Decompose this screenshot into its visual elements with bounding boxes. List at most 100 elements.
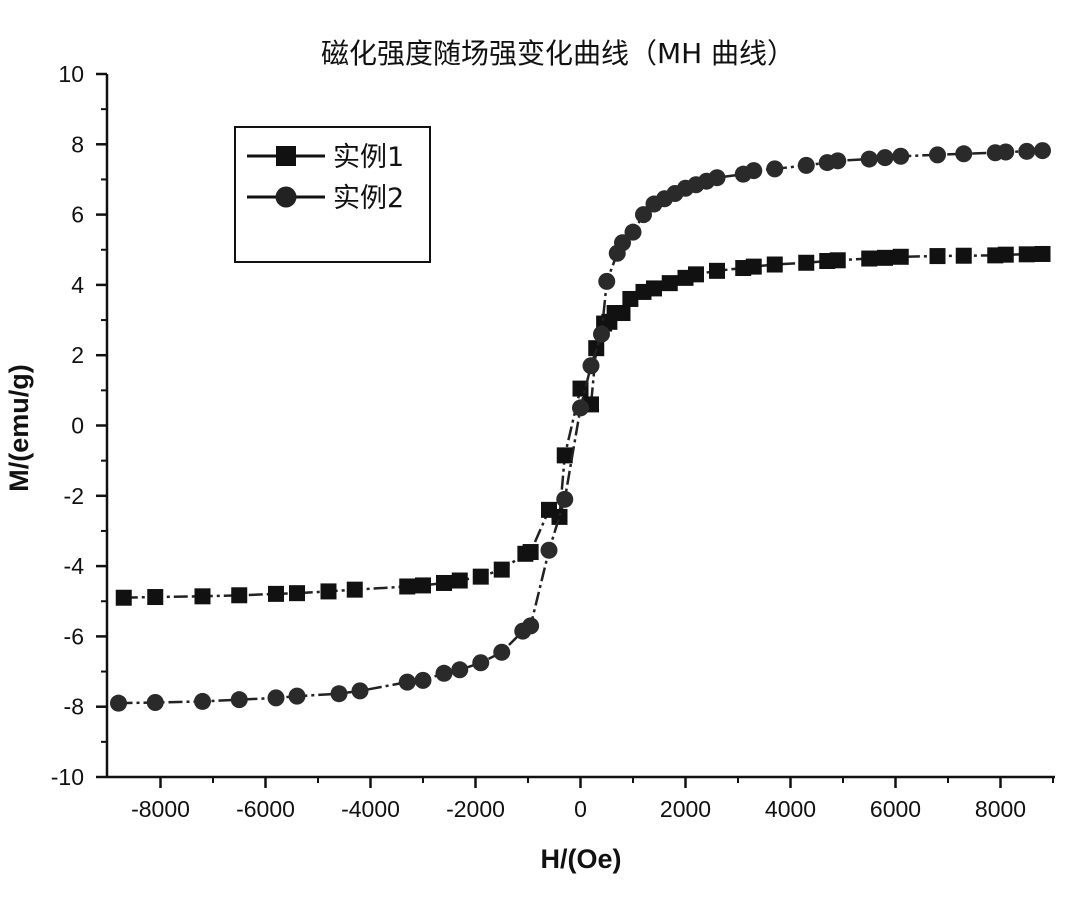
data-point-circle bbox=[1018, 142, 1036, 160]
data-point-circle bbox=[892, 147, 910, 165]
data-point-circle bbox=[146, 693, 164, 711]
data-point-circle bbox=[929, 146, 946, 164]
data-point-circle bbox=[797, 156, 815, 174]
data-point-square bbox=[646, 280, 662, 297]
data-point-circle bbox=[267, 689, 285, 707]
data-point-square bbox=[861, 250, 878, 267]
series-1-line bbox=[123, 252, 1043, 599]
data-point-circle bbox=[572, 399, 589, 417]
y-tick-label: -4 bbox=[64, 553, 85, 579]
data-point-circle bbox=[194, 692, 211, 710]
data-point-circle bbox=[598, 272, 616, 290]
data-point-circle bbox=[766, 160, 784, 178]
x-tick-label: -8000 bbox=[131, 796, 190, 822]
y-axis-label: M/(emu/g) bbox=[4, 364, 34, 492]
data-point-circle bbox=[1034, 142, 1051, 160]
data-point-square bbox=[829, 252, 846, 269]
y-tick-label: 0 bbox=[71, 413, 84, 439]
y-tick-label: -2 bbox=[64, 483, 84, 509]
data-point-square bbox=[877, 249, 893, 266]
data-point-square bbox=[231, 587, 248, 604]
data-point-square bbox=[661, 275, 678, 292]
legend: 实例1 实例2 bbox=[234, 126, 431, 263]
data-point-circle bbox=[110, 694, 127, 712]
data-point-circle bbox=[997, 143, 1015, 161]
x-tick-label: 6000 bbox=[870, 796, 921, 822]
data-point-square bbox=[955, 247, 972, 264]
x-tick-label: -6000 bbox=[236, 796, 295, 822]
data-point-circle bbox=[955, 145, 973, 163]
x-tick-label: 8000 bbox=[975, 796, 1026, 822]
data-point-square bbox=[415, 577, 431, 594]
data-point-circle bbox=[451, 661, 469, 679]
data-point-circle bbox=[414, 671, 432, 689]
data-point-square bbox=[688, 266, 704, 283]
x-tick-label: -4000 bbox=[341, 796, 400, 822]
data-point-circle bbox=[860, 150, 878, 168]
data-point-circle bbox=[829, 152, 847, 170]
data-point-circle bbox=[614, 234, 631, 252]
data-point-square bbox=[268, 585, 284, 602]
data-point-square bbox=[892, 248, 909, 265]
data-point-circle bbox=[624, 223, 642, 241]
data-point-square bbox=[551, 508, 568, 525]
x-tick-label: 2000 bbox=[660, 796, 711, 822]
data-point-circle bbox=[635, 206, 652, 224]
data-point-circle bbox=[593, 325, 610, 343]
x-tick-label: 0 bbox=[574, 796, 587, 822]
data-point-square bbox=[709, 262, 725, 279]
legend-label-series-1: 实例1 bbox=[333, 142, 404, 173]
data-point-square bbox=[1034, 245, 1051, 262]
data-point-square bbox=[929, 248, 946, 265]
data-point-square bbox=[289, 585, 305, 602]
legend-marker-series-2 bbox=[275, 186, 297, 208]
data-point-square bbox=[451, 572, 468, 589]
data-point-circle bbox=[435, 664, 453, 682]
y-axis-ticks: -10 -8 -6 -4 -2 0 2 4 6 8 10 bbox=[51, 61, 107, 790]
data-point-square bbox=[1018, 246, 1035, 263]
chart-title: 磁化强度随场强变化曲线（MH 曲线） bbox=[321, 37, 795, 70]
data-point-circle bbox=[398, 673, 416, 691]
x-tick-label: 4000 bbox=[765, 796, 816, 822]
data-point-square bbox=[588, 340, 605, 357]
legend-marker-series-1 bbox=[276, 146, 296, 166]
y-tick-label: 6 bbox=[71, 202, 84, 228]
data-point-circle bbox=[582, 357, 600, 375]
data-point-square bbox=[745, 258, 762, 275]
data-point-circle bbox=[540, 541, 558, 559]
data-point-square bbox=[320, 583, 337, 600]
y-tick-label: 4 bbox=[71, 272, 84, 298]
data-point-square bbox=[614, 305, 631, 322]
data-point-circle bbox=[708, 169, 726, 187]
data-point-circle bbox=[472, 654, 490, 672]
data-point-square bbox=[556, 447, 573, 464]
y-tick-label: -6 bbox=[64, 623, 84, 649]
data-point-square bbox=[436, 574, 452, 591]
y-tick-label: -10 bbox=[51, 764, 84, 790]
data-point-square bbox=[194, 588, 211, 605]
legend-box bbox=[234, 126, 431, 263]
data-point-square bbox=[997, 246, 1014, 263]
data-point-circle bbox=[351, 682, 369, 700]
data-point-square bbox=[493, 561, 510, 578]
data-point-square bbox=[115, 589, 132, 606]
x-axis-ticks: -8000 -6000 -4000 -2000 0 2000 4000 6000 8000 bbox=[131, 777, 1054, 822]
data-point-square bbox=[346, 581, 363, 598]
series-1 bbox=[115, 245, 1051, 606]
data-point-square bbox=[399, 578, 416, 595]
data-point-circle bbox=[230, 691, 248, 709]
data-point-circle bbox=[745, 162, 763, 180]
data-point-square bbox=[522, 544, 539, 561]
data-point-circle bbox=[556, 490, 574, 508]
y-tick-label: -8 bbox=[64, 694, 84, 720]
data-point-square bbox=[472, 568, 489, 585]
y-tick-label: 10 bbox=[58, 61, 84, 87]
data-point-circle bbox=[522, 617, 540, 635]
x-axis-label: H/(Oe) bbox=[541, 844, 622, 874]
data-point-circle bbox=[330, 685, 348, 703]
data-point-circle bbox=[493, 643, 511, 661]
data-point-square bbox=[622, 290, 639, 307]
data-point-square bbox=[147, 589, 164, 606]
data-point-square bbox=[766, 256, 783, 273]
